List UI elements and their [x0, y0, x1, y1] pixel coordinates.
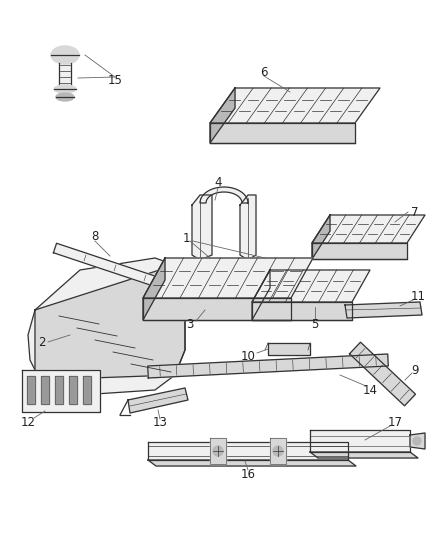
Polygon shape	[28, 258, 185, 395]
Polygon shape	[310, 452, 418, 458]
Polygon shape	[312, 243, 407, 259]
Text: 14: 14	[363, 384, 378, 397]
Polygon shape	[143, 298, 291, 320]
Polygon shape	[310, 430, 410, 452]
Text: 1: 1	[182, 231, 190, 245]
Polygon shape	[55, 376, 63, 404]
Polygon shape	[270, 438, 286, 464]
Polygon shape	[69, 376, 77, 404]
Polygon shape	[192, 195, 212, 260]
Text: 8: 8	[91, 230, 99, 244]
Polygon shape	[41, 376, 49, 404]
Polygon shape	[268, 343, 310, 355]
Ellipse shape	[56, 93, 74, 101]
Polygon shape	[83, 376, 91, 404]
Polygon shape	[345, 302, 422, 318]
Polygon shape	[148, 460, 356, 466]
Text: 15: 15	[108, 74, 123, 86]
Polygon shape	[59, 63, 71, 87]
Polygon shape	[53, 243, 177, 293]
Polygon shape	[148, 354, 389, 378]
Polygon shape	[252, 270, 370, 302]
Polygon shape	[148, 442, 348, 460]
Text: 9: 9	[411, 364, 419, 376]
Text: 12: 12	[21, 416, 35, 429]
Polygon shape	[210, 88, 380, 123]
Circle shape	[413, 437, 421, 445]
Polygon shape	[252, 270, 270, 320]
Polygon shape	[312, 215, 330, 259]
Polygon shape	[350, 342, 416, 406]
Polygon shape	[210, 123, 355, 143]
Polygon shape	[410, 433, 425, 449]
Polygon shape	[128, 388, 188, 413]
Text: 11: 11	[410, 289, 425, 303]
Polygon shape	[143, 258, 313, 298]
Text: 2: 2	[38, 335, 46, 349]
Polygon shape	[200, 187, 248, 203]
Text: 5: 5	[311, 319, 319, 332]
Circle shape	[213, 446, 223, 456]
Ellipse shape	[54, 85, 76, 93]
Text: 17: 17	[388, 416, 403, 429]
Text: 6: 6	[260, 67, 268, 79]
Text: 3: 3	[186, 319, 194, 332]
Polygon shape	[143, 258, 165, 320]
Text: 4: 4	[214, 176, 222, 190]
Text: 13: 13	[152, 416, 167, 430]
Polygon shape	[27, 376, 35, 404]
Polygon shape	[210, 438, 226, 464]
Ellipse shape	[51, 46, 79, 64]
Polygon shape	[252, 302, 352, 320]
Polygon shape	[35, 265, 185, 380]
Polygon shape	[240, 195, 256, 260]
Circle shape	[273, 446, 283, 456]
Text: 16: 16	[240, 469, 255, 481]
Polygon shape	[22, 370, 100, 412]
Text: 10: 10	[240, 350, 255, 362]
Text: 7: 7	[411, 206, 419, 219]
Polygon shape	[210, 88, 235, 143]
Polygon shape	[312, 215, 425, 243]
